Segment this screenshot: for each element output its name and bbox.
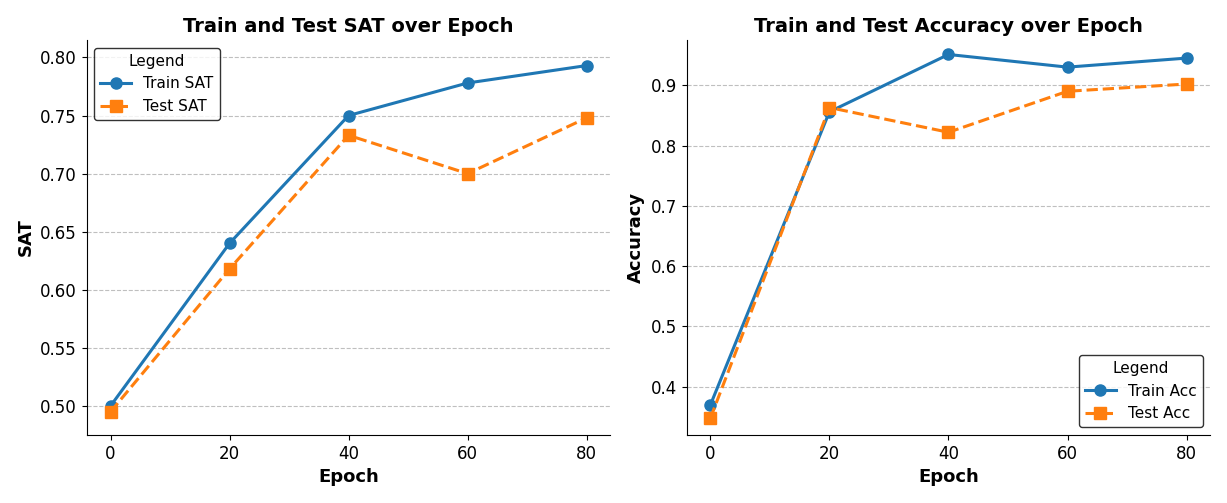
Line: Train Acc: Train Acc	[704, 49, 1193, 410]
Train SAT	[103, 403, 118, 409]
Test Acc	[1179, 81, 1194, 87]
Train SAT	[460, 80, 475, 86]
Y-axis label: Accuracy: Accuracy	[627, 192, 645, 283]
Test SAT	[222, 266, 237, 272]
Train Acc	[1179, 55, 1194, 61]
Y-axis label: SAT: SAT	[17, 219, 34, 257]
Line: Test SAT: Test SAT	[106, 112, 593, 417]
Title: Train and Test SAT over Epoch: Train and Test SAT over Epoch	[183, 17, 514, 36]
Test SAT	[460, 171, 475, 177]
Test Acc	[1060, 88, 1075, 94]
Test SAT	[103, 409, 118, 415]
Legend: Train Acc, Test Acc: Train Acc, Test Acc	[1079, 355, 1202, 428]
Title: Train and Test Accuracy over Epoch: Train and Test Accuracy over Epoch	[755, 17, 1142, 36]
Train Acc	[822, 109, 837, 115]
Legend: Train SAT, Test SAT: Train SAT, Test SAT	[94, 48, 220, 120]
Train Acc	[703, 402, 718, 408]
Line: Test Acc: Test Acc	[704, 78, 1193, 424]
Train Acc	[1060, 64, 1075, 70]
Test Acc	[822, 105, 837, 111]
Line: Train SAT: Train SAT	[106, 60, 593, 411]
Train Acc	[941, 51, 956, 57]
Test Acc	[703, 415, 718, 421]
X-axis label: Epoch: Epoch	[918, 468, 979, 486]
Test Acc	[941, 129, 956, 135]
Test SAT	[579, 115, 594, 121]
Train SAT	[579, 62, 594, 68]
Train SAT	[341, 113, 356, 119]
Train SAT	[222, 240, 237, 246]
X-axis label: Epoch: Epoch	[318, 468, 379, 486]
Test SAT	[341, 132, 356, 138]
